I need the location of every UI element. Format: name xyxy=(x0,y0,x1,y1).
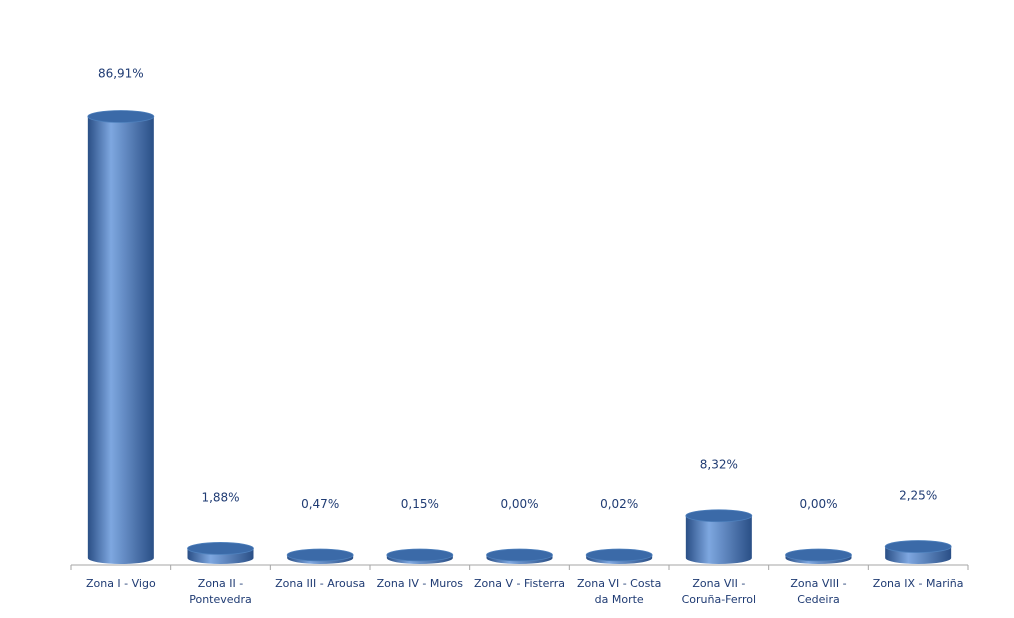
ticks-layer xyxy=(70,565,969,570)
x-tick-label: Zona VIII - xyxy=(790,577,846,590)
x-tick-label: Zona IV - Muros xyxy=(377,577,464,590)
bars-layer xyxy=(87,110,952,565)
bar xyxy=(286,548,354,564)
x-tick-label: Zona VII - xyxy=(692,577,745,590)
bar xyxy=(785,548,852,564)
x-tick-label: Coruña-Ferrol xyxy=(682,593,756,606)
bar xyxy=(386,548,454,564)
x-tick-label: Zona VI - Costa xyxy=(577,577,661,590)
data-label: 86,91% xyxy=(98,66,144,80)
bar xyxy=(87,110,155,565)
data-label: 0,00% xyxy=(799,497,837,511)
bar-top xyxy=(685,509,753,523)
bar xyxy=(486,548,553,564)
bar xyxy=(187,542,254,564)
bar-top xyxy=(585,548,653,562)
bar-body xyxy=(87,116,154,565)
x-tick-label: da Morte xyxy=(595,593,644,606)
bar-top xyxy=(87,110,155,123)
bar-top xyxy=(286,548,354,562)
x-tick-label: Zona III - Arousa xyxy=(275,577,365,590)
bar-top xyxy=(486,548,553,562)
data-label: 8,32% xyxy=(700,458,738,472)
data-label: 0,00% xyxy=(500,497,538,511)
x-tick-label: Pontevedra xyxy=(189,593,252,606)
x-tick-label: Zona II - xyxy=(198,577,243,590)
bar-top xyxy=(884,540,952,553)
data-label: 0,15% xyxy=(401,497,439,511)
data-label: 2,25% xyxy=(899,489,937,503)
bar-top xyxy=(187,542,254,555)
bar-top xyxy=(386,548,454,562)
data-label: 0,47% xyxy=(301,497,339,511)
labels-layer: 86,91% Zona I - Vigo 1,88% Zona II - Ponteve… xyxy=(86,66,964,606)
x-tick-label: Zona V - Fisterra xyxy=(474,577,565,590)
bar xyxy=(585,548,653,564)
bar xyxy=(685,509,753,564)
bar-top xyxy=(785,548,852,562)
bar xyxy=(884,540,952,564)
x-tick-label: Zona IX - Mariña xyxy=(873,577,964,590)
data-label: 1,88% xyxy=(201,490,239,504)
data-label: 0,02% xyxy=(600,497,638,511)
bar-body xyxy=(685,515,752,564)
x-tick-label: Zona I - Vigo xyxy=(86,577,156,590)
x-tick-label: Cedeira xyxy=(797,593,840,606)
